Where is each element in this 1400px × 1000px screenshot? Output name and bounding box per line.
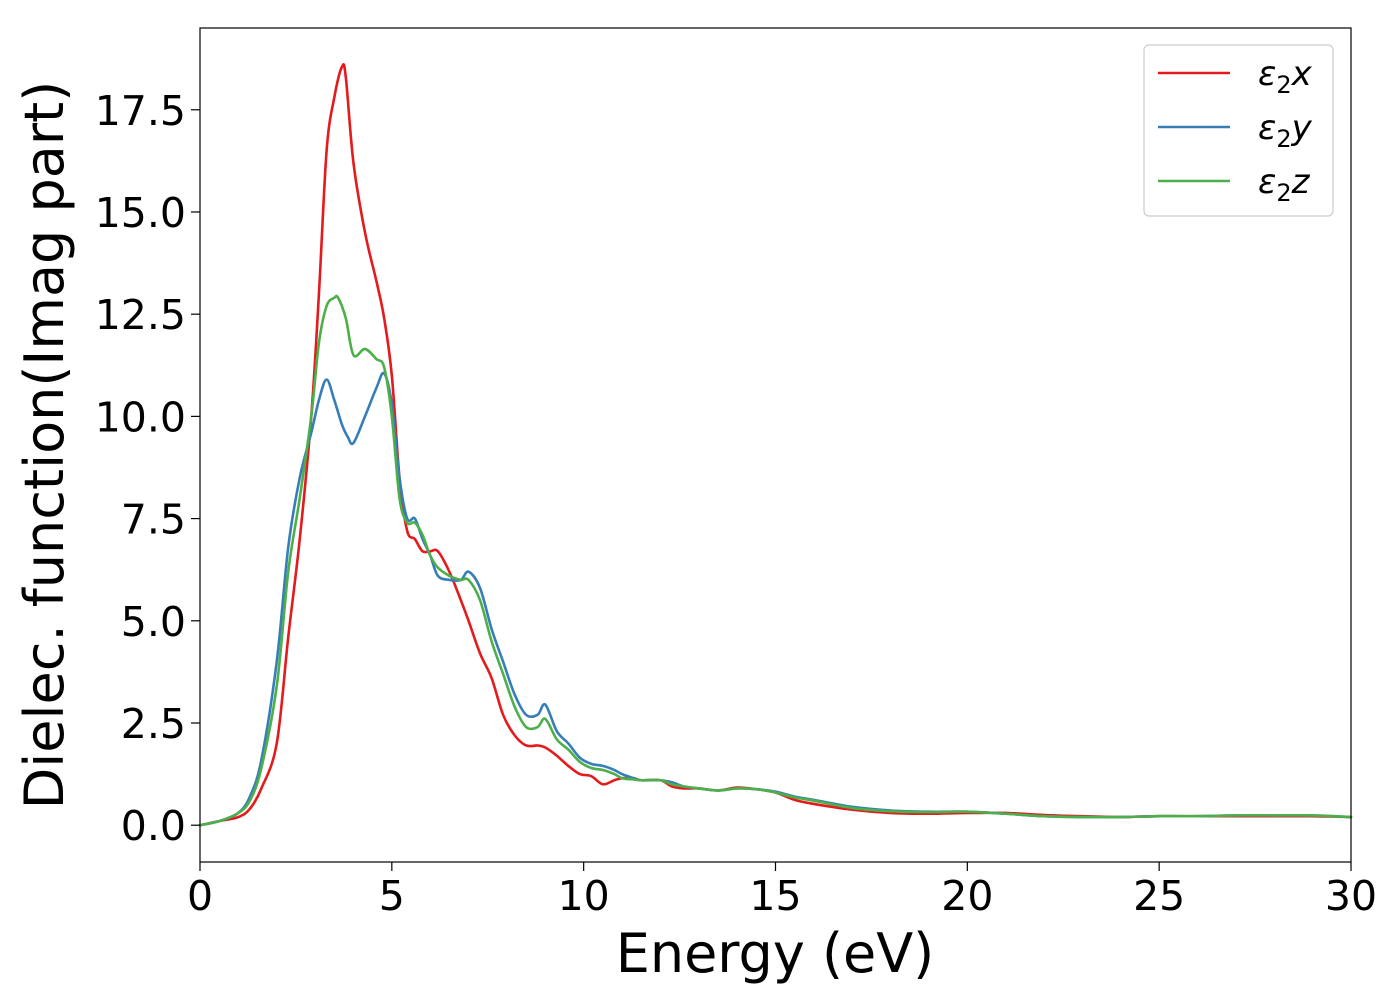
x-tick-label: 20: [941, 872, 993, 920]
y-tick-label: 7.5: [121, 496, 186, 544]
legend-label: ε2z: [1258, 162, 1311, 207]
legend-label: ε2y: [1258, 108, 1313, 153]
x-axis-ticks: 0 5 10 15 20 25 30: [187, 862, 1377, 920]
x-tick-label: 10: [558, 872, 610, 920]
y-tick-label: 5.0: [121, 598, 186, 646]
y-tick-label: 17.5: [95, 87, 186, 135]
y-tick-label: 10.0: [95, 393, 186, 441]
y-axis-ticks: 0.0 2.5 5.0 7.5 10.0 12.5 15.0 17.5: [95, 87, 200, 850]
x-tick-label: 25: [1133, 872, 1185, 920]
legend: ε2x ε2y ε2z: [1143, 44, 1334, 217]
y-tick-label: 12.5: [95, 291, 186, 339]
series-line-0: [198, 63, 1353, 827]
x-tick-label: 15: [749, 872, 801, 920]
x-tick-label: 5: [379, 872, 405, 920]
series-line-2: [198, 294, 1353, 827]
y-tick-label: 2.5: [121, 700, 186, 748]
x-axis-title: Energy (eV): [616, 922, 935, 985]
y-axis-title: Dielec. function(Imag part): [13, 81, 76, 810]
x-tick-label: 0: [187, 872, 213, 920]
y-tick-label: 0.0: [121, 802, 186, 850]
x-tick-label: 30: [1325, 872, 1377, 920]
legend-label: ε2x: [1258, 54, 1313, 99]
legend-box: [1143, 44, 1334, 217]
series-layer: [198, 63, 1353, 827]
y-tick-label: 15.0: [95, 189, 186, 237]
